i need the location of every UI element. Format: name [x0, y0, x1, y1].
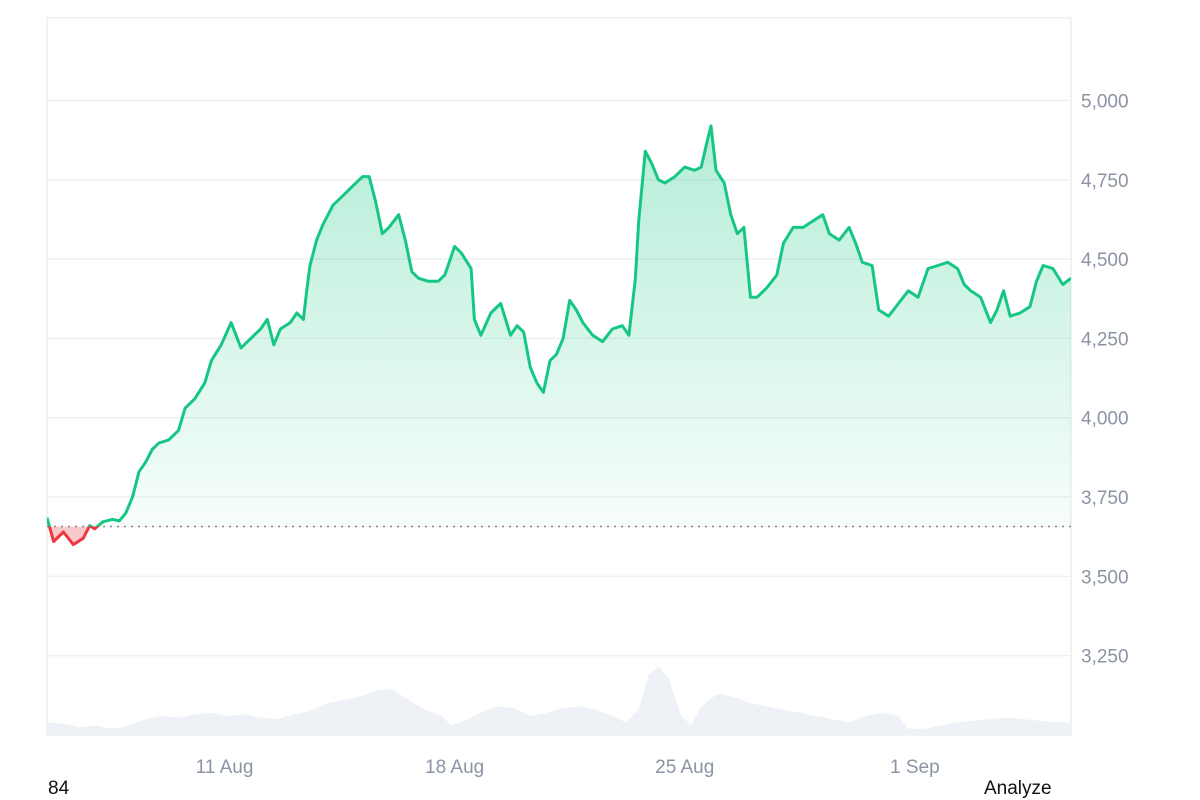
x-tick-label: 1 Sep: [890, 757, 940, 778]
price-area-group: [47, 125, 1071, 545]
x-tick-label: 11 Aug: [196, 757, 254, 778]
price-area-up: [47, 125, 1071, 527]
x-tick-label: 25 Aug: [655, 757, 714, 778]
y-tick-label: 4,750: [1081, 171, 1129, 192]
y-tick-label: 3,750: [1081, 488, 1129, 509]
y-tick-label: 4,500: [1081, 250, 1129, 271]
y-tick-label: 3,500: [1081, 567, 1129, 588]
y-axis-ticks: 5,000 4,750 4,500 4,250 4,000 3,750 3,500 3,250: [1081, 91, 1129, 667]
price-line-group: [47, 124, 1071, 547]
y-tick-label: 4,250: [1081, 329, 1129, 350]
y-tick-label: 3,250: [1081, 647, 1129, 668]
x-axis-ticks: 11 Aug 18 Aug 25 Aug 1 Sep: [196, 757, 940, 778]
volume-area-group: [47, 666, 1071, 735]
y-tick-label: 4,000: [1081, 409, 1129, 430]
volume-area: [47, 666, 1071, 735]
y-tick-label: 5,000: [1081, 91, 1129, 112]
x-tick-label: 18 Aug: [425, 757, 484, 778]
analyze-link[interactable]: Analyze: [984, 778, 1052, 799]
footer-left-text: 84: [48, 778, 70, 799]
price-line-up: [47, 124, 1071, 527]
